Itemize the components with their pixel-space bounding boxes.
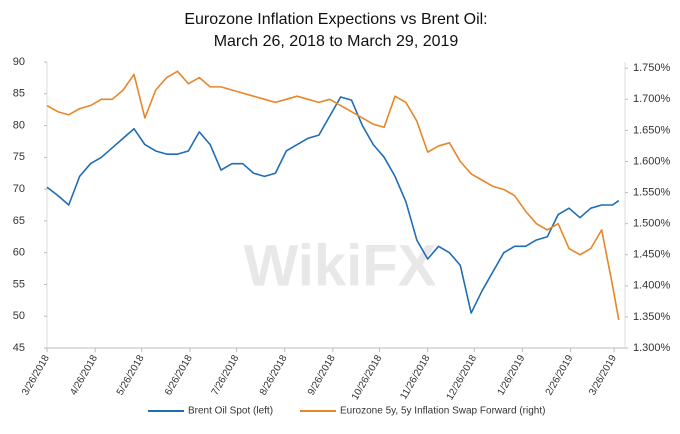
x-tick-label: 6/26/2018 (163, 353, 195, 397)
y2-tick-label: 1.600% (633, 155, 671, 167)
y-tick-label: 65 (13, 215, 25, 227)
y2-tick-label: 1.550% (633, 186, 671, 198)
y2-tick-label: 1.750% (633, 62, 671, 74)
y2-tick-label: 1.500% (633, 218, 671, 230)
y2-tick-label: 1.400% (633, 280, 671, 292)
series-line (46, 96, 620, 314)
x-tick-label: 7/26/2018 (210, 353, 242, 397)
x-tick-label: 3/26/2019 (587, 353, 619, 397)
series-line (46, 70, 620, 321)
x-tick-label: 12/26/2018 (445, 353, 480, 402)
y-tick-label: 55 (13, 278, 25, 290)
legend-label: Brent Oil Spot (left) (188, 406, 273, 417)
y-tick-label: 45 (13, 342, 25, 354)
y2-tick-label: 1.700% (633, 93, 671, 105)
x-tick-label: 11/26/2018 (398, 353, 432, 402)
watermark: WikiFX (244, 233, 437, 298)
x-tick-label: 1/26/2019 (496, 353, 528, 397)
y2-tick-label: 1.650% (633, 124, 671, 136)
x-tick-label: 5/26/2018 (115, 353, 147, 397)
chart-title: Eurozone Inflation Expections vs Brent O… (184, 11, 487, 28)
x-tick-label: 9/26/2018 (306, 353, 338, 397)
x-tick-label: 2/26/2019 (544, 353, 576, 397)
y-tick-label: 80 (13, 119, 25, 131)
y-tick-label: 75 (13, 151, 25, 163)
y-tick-label: 60 (13, 247, 25, 259)
y2-tick-label: 1.350% (633, 311, 671, 323)
y-tick-label: 70 (13, 183, 25, 195)
chart-subtitle: March 26, 2018 to March 29, 2019 (214, 33, 459, 50)
y-tick-label: 50 (13, 310, 25, 322)
x-tick-label: 10/26/2018 (350, 353, 385, 402)
legend-label: Eurozone 5y, 5y Inflation Swap Forward (… (340, 406, 545, 417)
y-tick-label: 90 (13, 56, 25, 68)
x-tick-label: 4/26/2018 (68, 353, 100, 397)
x-tick-label: 3/26/2018 (20, 353, 52, 397)
x-tick-label: 8/26/2018 (258, 353, 290, 397)
y2-tick-label: 1.450% (633, 249, 671, 261)
y-tick-label: 85 (13, 88, 25, 100)
y2-tick-label: 1.300% (633, 342, 671, 354)
